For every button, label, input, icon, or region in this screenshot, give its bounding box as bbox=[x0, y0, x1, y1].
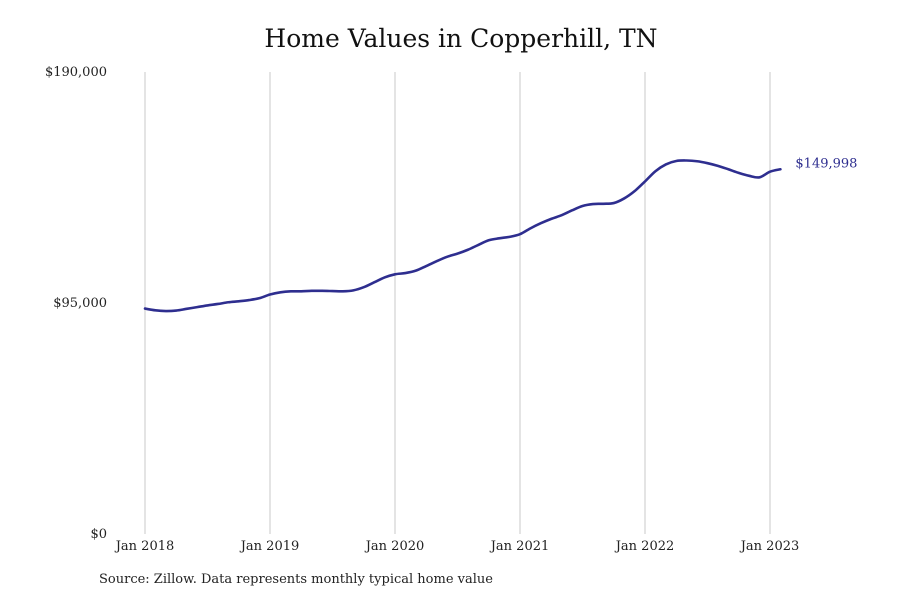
series-line-0 bbox=[143, 159, 782, 313]
vertical-gridlines bbox=[144, 72, 771, 534]
y-tick-label: $95,000 bbox=[53, 296, 107, 311]
series-layer: $149,998 bbox=[143, 156, 857, 313]
chart-title: Home Values in Copperhill, TN bbox=[264, 24, 658, 53]
x-tick-label: Jan 2018 bbox=[114, 539, 175, 554]
x-tick-label: Jan 2019 bbox=[239, 539, 300, 554]
source-note: Source: Zillow. Data represents monthly … bbox=[99, 572, 493, 587]
y-tick-label: $0 bbox=[90, 527, 107, 542]
x-tick-label: Jan 2022 bbox=[614, 539, 675, 554]
x-tick-label: Jan 2020 bbox=[364, 539, 425, 554]
y-tick-label: $190,000 bbox=[45, 65, 107, 80]
end-value-label: $149,998 bbox=[795, 156, 857, 171]
x-tick-label: Jan 2021 bbox=[489, 539, 550, 554]
y-axis-tick-labels: $0 $95,000 $190,000 bbox=[45, 65, 107, 542]
x-tick-label: Jan 2023 bbox=[739, 539, 800, 554]
x-axis-tick-labels: Jan 2018 Jan 2019 Jan 2020 Jan 2021 Jan 2022… bbox=[114, 539, 800, 554]
